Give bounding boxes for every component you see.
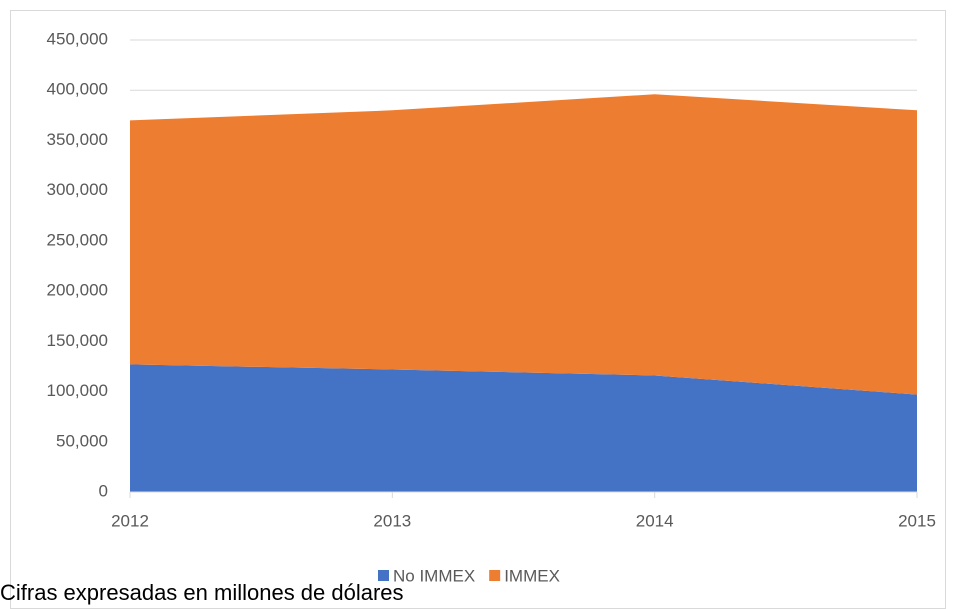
- x-tick-label: 2015: [898, 511, 936, 530]
- y-tick-label: 350,000: [47, 130, 108, 149]
- legend-swatch: [378, 570, 389, 581]
- y-tick-label: 200,000: [47, 281, 108, 300]
- y-tick-label: 450,000: [47, 29, 108, 48]
- caption: Cifras expresadas en millones de dólares: [0, 580, 404, 605]
- legend-label: No IMMEX: [393, 566, 475, 585]
- y-tick-label: 250,000: [47, 230, 108, 249]
- y-tick-label: 100,000: [47, 381, 108, 400]
- x-tick-label: 2012: [111, 511, 149, 530]
- legend-label: IMMEX: [504, 566, 560, 585]
- y-tick-label: 300,000: [47, 180, 108, 199]
- area: [130, 364, 917, 492]
- y-tick-label: 400,000: [47, 80, 108, 99]
- area: [130, 94, 917, 395]
- legend-swatch: [489, 570, 501, 581]
- x-tick-label: 2013: [373, 511, 411, 530]
- y-tick-label: 150,000: [47, 331, 108, 350]
- x-tick-label: 2014: [636, 511, 674, 530]
- y-tick-label: 0: [99, 481, 108, 500]
- y-tick-label: 50,000: [56, 431, 108, 450]
